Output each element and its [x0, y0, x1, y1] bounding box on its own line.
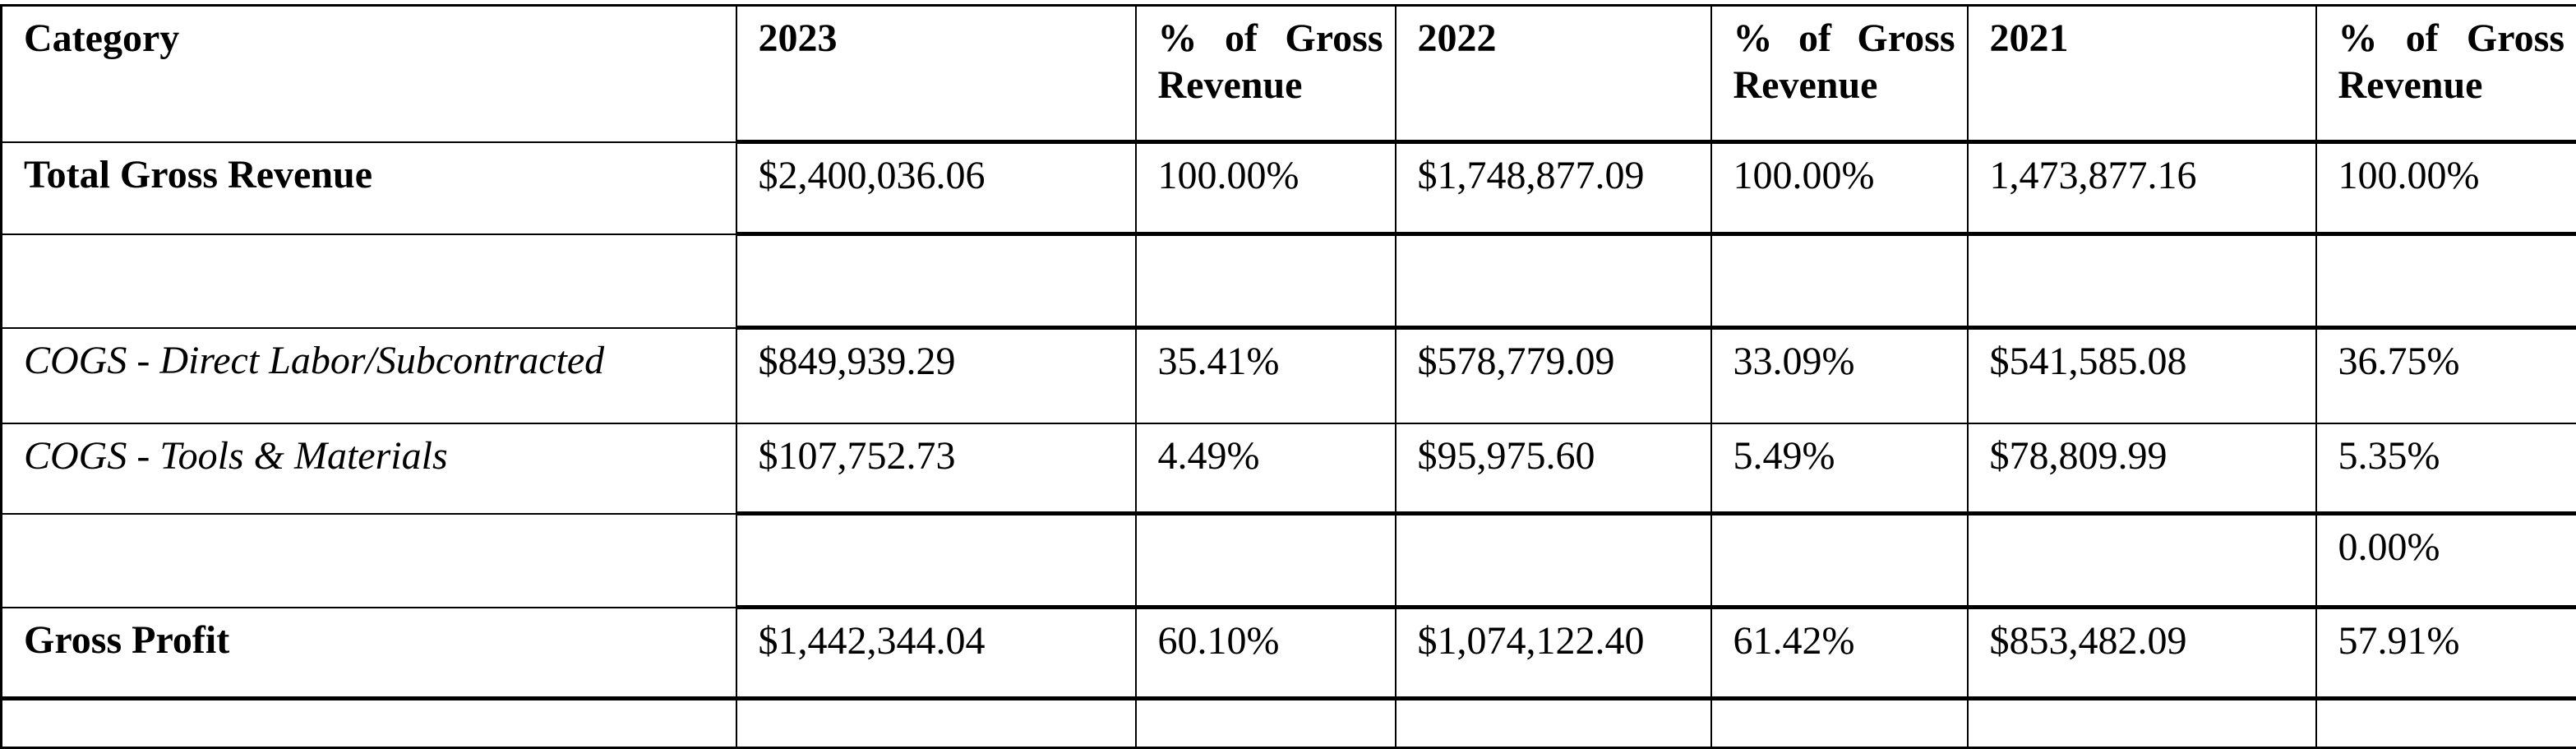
col-header-category: Category: [2, 6, 736, 142]
value-cell-2023: [736, 234, 1136, 328]
value-cell-2022: $1,074,122.40: [1396, 608, 1711, 699]
value-cell-2021: $78,809.99: [1968, 423, 2316, 514]
value-cell-2022: $95,975.60: [1396, 423, 1711, 514]
category-cell: COGS - Direct Labor/Subcontracted: [2, 328, 736, 423]
value-cell-pct-2023: 35.41%: [1136, 328, 1396, 423]
category-cell: [2, 234, 736, 328]
value-cell-pct-2023: 60.10%: [1136, 608, 1396, 699]
row-cogs-direct-labor: COGS - Direct Labor/Subcontracted $849,9…: [2, 328, 2576, 423]
value-cell-pct-2021: 57.91%: [2316, 608, 2576, 699]
value-cell-pct-2021: 100.00%: [2316, 142, 2576, 234]
value-cell-2022: [1396, 514, 1711, 608]
value-cell-pct-2022: [1711, 234, 1968, 328]
value-cell-2023: $107,752.73: [736, 423, 1136, 514]
row-gross-profit: Gross Profit $1,442,344.04 60.10% $1,074…: [2, 608, 2576, 699]
col-header-2021: 2021: [1968, 6, 2316, 142]
value-cell-pct-2022: 100.00%: [1711, 142, 1968, 234]
row-total-gross-revenue: Total Gross Revenue $2,400,036.06 100.00…: [2, 142, 2576, 234]
value-cell-pct-2023: 4.49%: [1136, 423, 1396, 514]
value-cell-2022: $578,779.09: [1396, 328, 1711, 423]
category-cell: [2, 699, 736, 748]
value-cell-pct-2022: [1711, 514, 1968, 608]
value-cell-2021: $853,482.09: [1968, 608, 2316, 699]
value-cell-2021: 1,473,877.16: [1968, 142, 2316, 234]
row-empty-2: 0.00%: [2, 514, 2576, 608]
financial-table: Category 2023 % of Gross Revenue 2022 % …: [0, 4, 2576, 749]
category-cell: Total Gross Revenue: [2, 142, 736, 234]
value-cell-pct-2021: [2316, 234, 2576, 328]
value-cell-2023: $1,442,344.04: [736, 608, 1136, 699]
value-cell-pct-2021: 0.00%: [2316, 514, 2576, 608]
row-cogs-tools-materials: COGS - Tools & Materials $107,752.73 4.4…: [2, 423, 2576, 514]
header-row: Category 2023 % of Gross Revenue 2022 % …: [2, 6, 2576, 142]
category-cell: [2, 514, 736, 608]
value-cell-pct-2022: 33.09%: [1711, 328, 1968, 423]
value-cell-pct-2022: [1711, 699, 1968, 748]
value-cell-2023: [736, 514, 1136, 608]
value-cell-2021: [1968, 514, 2316, 608]
value-cell-pct-2023: [1136, 514, 1396, 608]
value-cell-pct-2022: 5.49%: [1711, 423, 1968, 514]
value-cell-2021: [1968, 699, 2316, 748]
category-cell: Gross Profit: [2, 608, 736, 699]
category-cell: COGS - Tools & Materials: [2, 423, 736, 514]
value-cell-2023: $849,939.29: [736, 328, 1136, 423]
value-cell-2022: [1396, 234, 1711, 328]
value-cell-2022: [1396, 699, 1711, 748]
value-cell-2023: [736, 699, 1136, 748]
value-cell-pct-2021: 36.75%: [2316, 328, 2576, 423]
value-cell-pct-2022: 61.42%: [1711, 608, 1968, 699]
col-header-pct-2021: % of Gross Revenue: [2316, 6, 2576, 142]
col-header-2022: 2022: [1396, 6, 1711, 142]
row-empty-1: [2, 234, 2576, 328]
value-cell-2021: $541,585.08: [1968, 328, 2316, 423]
row-partial-clipped: [2, 699, 2576, 748]
value-cell-pct-2021: [2316, 699, 2576, 748]
value-cell-2023: $2,400,036.06: [736, 142, 1136, 234]
value-cell-pct-2023: [1136, 234, 1396, 328]
value-cell-pct-2021: 5.35%: [2316, 423, 2576, 514]
col-header-2023: 2023: [736, 6, 1136, 142]
value-cell-2022: $1,748,877.09: [1396, 142, 1711, 234]
value-cell-pct-2023: 100.00%: [1136, 142, 1396, 234]
col-header-pct-2022: % of Gross Revenue: [1711, 6, 1968, 142]
col-header-pct-2023: % of Gross Revenue: [1136, 6, 1396, 142]
value-cell-2021: [1968, 234, 2316, 328]
value-cell-pct-2023: [1136, 699, 1396, 748]
